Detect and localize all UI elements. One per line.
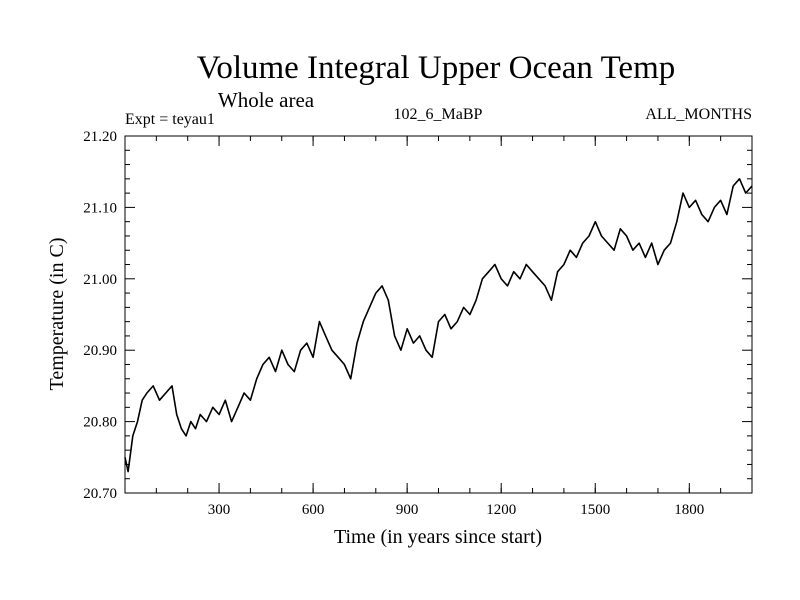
y-axis-label: Temperature (in C) xyxy=(46,238,68,391)
y-tick-label: 20.80 xyxy=(83,415,117,431)
y-tick-label: 21.10 xyxy=(83,200,117,216)
y-tick-label: 20.70 xyxy=(83,486,117,502)
plot-area: 300 600 900 1200 1500 1800 20.70 20.80 20.90 21.0… xyxy=(83,129,753,518)
y-tick-label: 20.90 xyxy=(83,343,117,359)
x-tick-label: 1500 xyxy=(580,502,610,518)
chart-subtitle: Whole area xyxy=(218,88,315,112)
chart-title: Volume Integral Upper Ocean Temp xyxy=(197,50,675,86)
series-line xyxy=(124,178,753,473)
plot-frame xyxy=(124,135,753,494)
months-label: ALL_MONTHS xyxy=(645,106,752,123)
y-tick-label: 21.20 xyxy=(83,129,117,145)
x-tick-label: 300 xyxy=(208,502,231,518)
x-tick-label: 600 xyxy=(302,502,325,518)
x-axis-label: Time (in years since start) xyxy=(334,526,542,548)
y-tick-label: 21.00 xyxy=(83,272,117,288)
x-tick-label: 1200 xyxy=(486,502,516,518)
period-label: 102_6_MaBP xyxy=(394,106,483,123)
x-tick-label: 900 xyxy=(396,502,419,518)
x-tick-label: 1800 xyxy=(674,502,704,518)
experiment-label: Expt = teyau1 xyxy=(125,111,215,128)
